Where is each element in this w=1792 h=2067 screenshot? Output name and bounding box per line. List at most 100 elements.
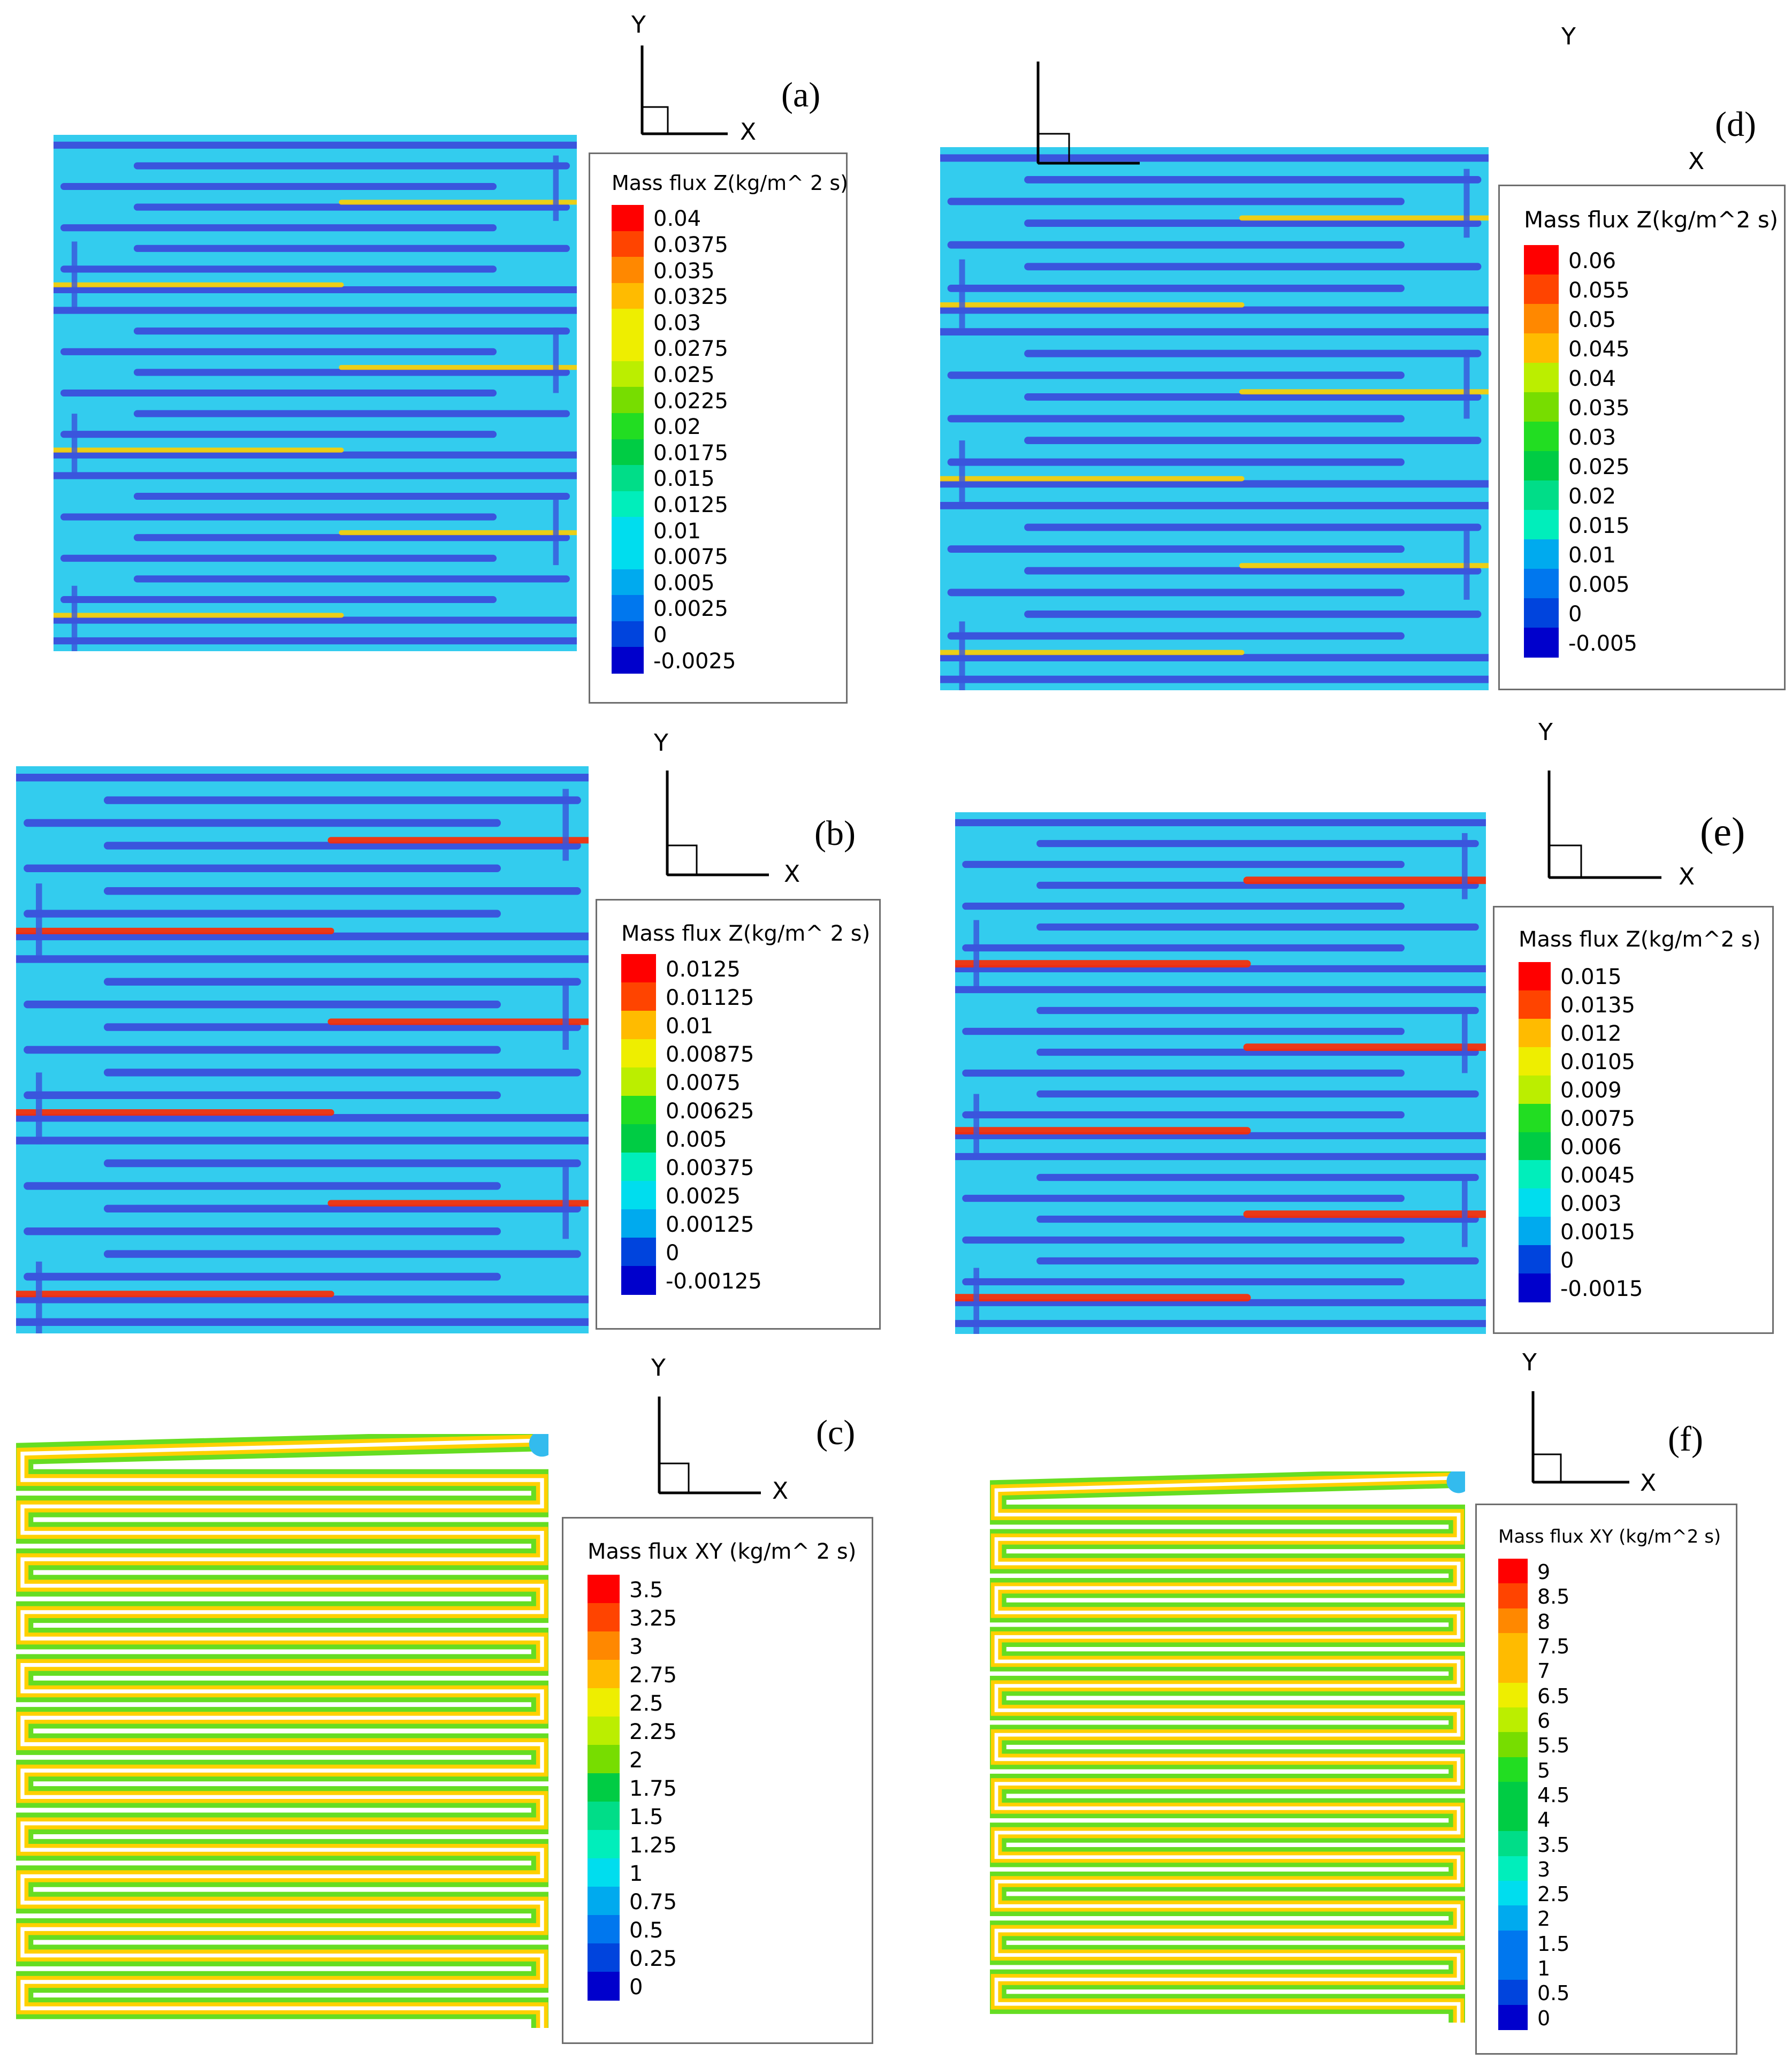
legend-level-label: 0.02 <box>653 415 701 440</box>
color-swatch <box>1524 274 1559 304</box>
inlet-port <box>1446 1471 1465 1493</box>
contour-plot-a <box>54 135 577 651</box>
color-swatch <box>1524 363 1559 393</box>
flow-field-svg <box>16 766 589 1333</box>
color-swatch <box>1524 392 1559 422</box>
color-swatch <box>588 1660 620 1689</box>
legend-level-label: 1 <box>629 1861 643 1886</box>
color-swatch <box>612 361 644 387</box>
color-swatch <box>1498 1930 1528 1956</box>
legend-level-label: 5.5 <box>1537 1734 1570 1758</box>
color-swatch <box>588 1858 620 1887</box>
color-swatch <box>1498 1682 1528 1708</box>
color-swatch <box>1519 1103 1551 1133</box>
legend-level-label: 0.0045 <box>1560 1163 1635 1188</box>
color-scale-d: 0.06 0.055 0.05 0.045 0.04 0.035 0.03 0.025 0.02… <box>1524 245 1637 658</box>
legend-level-label: 0.015 <box>1568 513 1630 538</box>
y-axis-label-a: Y <box>631 11 646 39</box>
color-swatch <box>621 1039 656 1068</box>
y-axis-label-c: Y <box>651 1354 666 1382</box>
legend-level-label: 0.012 <box>1560 1021 1622 1047</box>
axis-triad-c <box>654 1397 761 1496</box>
color-swatch <box>588 1830 620 1859</box>
channel-walls <box>940 154 1489 690</box>
legend-level-label: 5 <box>1537 1758 1551 1782</box>
color-swatch <box>1519 1075 1551 1104</box>
color-swatch <box>1498 1955 1528 1980</box>
legend-level-label: 0.025 <box>653 362 715 387</box>
legend-a: Mass flux Z(kg/m^ 2 s) 0.04 0.0375 0.035 0.… <box>589 152 848 704</box>
legend-level-label: 0.0375 <box>653 232 728 257</box>
legend-title-a: Mass flux Z(kg/m^ 2 s) <box>612 171 848 195</box>
legend-level-label: 0.0025 <box>653 597 728 622</box>
legend-level-label: 0.005 <box>666 1127 727 1152</box>
flow-field-svg <box>990 1471 1465 2023</box>
color-scale-b: 0.0125 0.01125 0.01 0.00875 0.0075 0.00625 0.0… <box>621 954 762 1295</box>
legend-e: Mass flux Z(kg/m^2 s) 0.015 0.0135 0.012 0.… <box>1493 906 1774 1334</box>
flow-field-svg <box>955 812 1486 1334</box>
legend-level-label: 0.009 <box>1560 1078 1622 1103</box>
inlet-port <box>529 1434 548 1457</box>
legend-level-label: 0.0275 <box>653 337 728 362</box>
legend-level-label: 0 <box>666 1240 680 1265</box>
x-axis-label-b: X <box>784 860 800 888</box>
legend-level-label: 0.03 <box>1568 425 1616 450</box>
legend-level-label: 0.75 <box>629 1889 677 1915</box>
legend-level-label: 1 <box>1537 1957 1551 1981</box>
y-axis-label-f: Y <box>1522 1349 1537 1376</box>
color-scale-e: 0.015 0.0135 0.012 0.0105 0.009 0.0075 0.006 0.… <box>1519 962 1643 1302</box>
color-swatch <box>1519 1160 1551 1189</box>
color-swatch <box>1524 333 1559 363</box>
legend-level-label: 0.01125 <box>666 985 754 1010</box>
color-swatch <box>621 982 656 1011</box>
legend-level-label: 0.00375 <box>666 1155 754 1180</box>
y-axis-label-b: Y <box>654 729 668 757</box>
color-swatch <box>588 1972 620 2001</box>
legend-level-label: 0.045 <box>1568 337 1630 362</box>
contour-plot-d <box>940 147 1489 690</box>
legend-level-label: 4 <box>1537 1808 1551 1832</box>
color-swatch <box>1524 422 1559 452</box>
flow-field-svg <box>940 147 1489 690</box>
channel-walls <box>16 773 589 1333</box>
legend-level-label: 0.5 <box>1537 1981 1570 2005</box>
color-swatch <box>1498 1608 1528 1634</box>
legend-level-label: 0.02 <box>1568 484 1616 509</box>
legend-level-label: 0.00625 <box>666 1099 754 1124</box>
axis-triad-a <box>637 45 728 136</box>
legend-level-label: 2.75 <box>629 1662 677 1688</box>
axis-triad-f <box>1528 1391 1629 1485</box>
x-axis-label-a: X <box>740 118 757 146</box>
color-swatch <box>612 413 644 440</box>
legend-level-label: 0 <box>653 623 667 648</box>
legend-level-label: 1.5 <box>629 1804 664 1829</box>
legend-level-label: 0.0125 <box>666 957 741 982</box>
legend-level-label: 2.5 <box>1537 1882 1570 1906</box>
color-swatch <box>621 1067 656 1096</box>
legend-level-label: 0.0125 <box>653 493 728 518</box>
legend-title-c: Mass flux XY (kg/m^ 2 s) <box>588 1539 857 1564</box>
color-swatch <box>612 283 644 310</box>
contour-plot-c <box>16 1434 548 2028</box>
panel-label-f: (f) <box>1668 1420 1703 1459</box>
color-swatch <box>1519 1018 1551 1048</box>
color-swatch <box>1524 598 1559 628</box>
channel-walls <box>955 819 1486 1334</box>
color-swatch <box>621 1238 656 1267</box>
legend-level-label: 7 <box>1537 1659 1551 1683</box>
color-swatch <box>621 1011 656 1040</box>
legend-level-label: -0.005 <box>1568 631 1637 656</box>
legend-level-label: 6.5 <box>1537 1684 1570 1708</box>
x-axis-label-d: X <box>1688 148 1705 175</box>
legend-level-label: 0.0025 <box>666 1184 741 1209</box>
panel-label-b: (b) <box>814 814 856 853</box>
color-swatch <box>588 1575 620 1604</box>
legend-level-label: 0.015 <box>1560 965 1622 990</box>
legend-level-label: 3 <box>629 1634 643 1659</box>
color-swatch <box>621 1096 656 1125</box>
legend-level-label: 0.0105 <box>1560 1050 1635 1075</box>
color-swatch <box>1498 1905 1528 1931</box>
legend-level-label: 0.0325 <box>653 285 728 310</box>
color-swatch <box>612 517 644 544</box>
legend-level-label: 0.035 <box>1568 395 1630 421</box>
